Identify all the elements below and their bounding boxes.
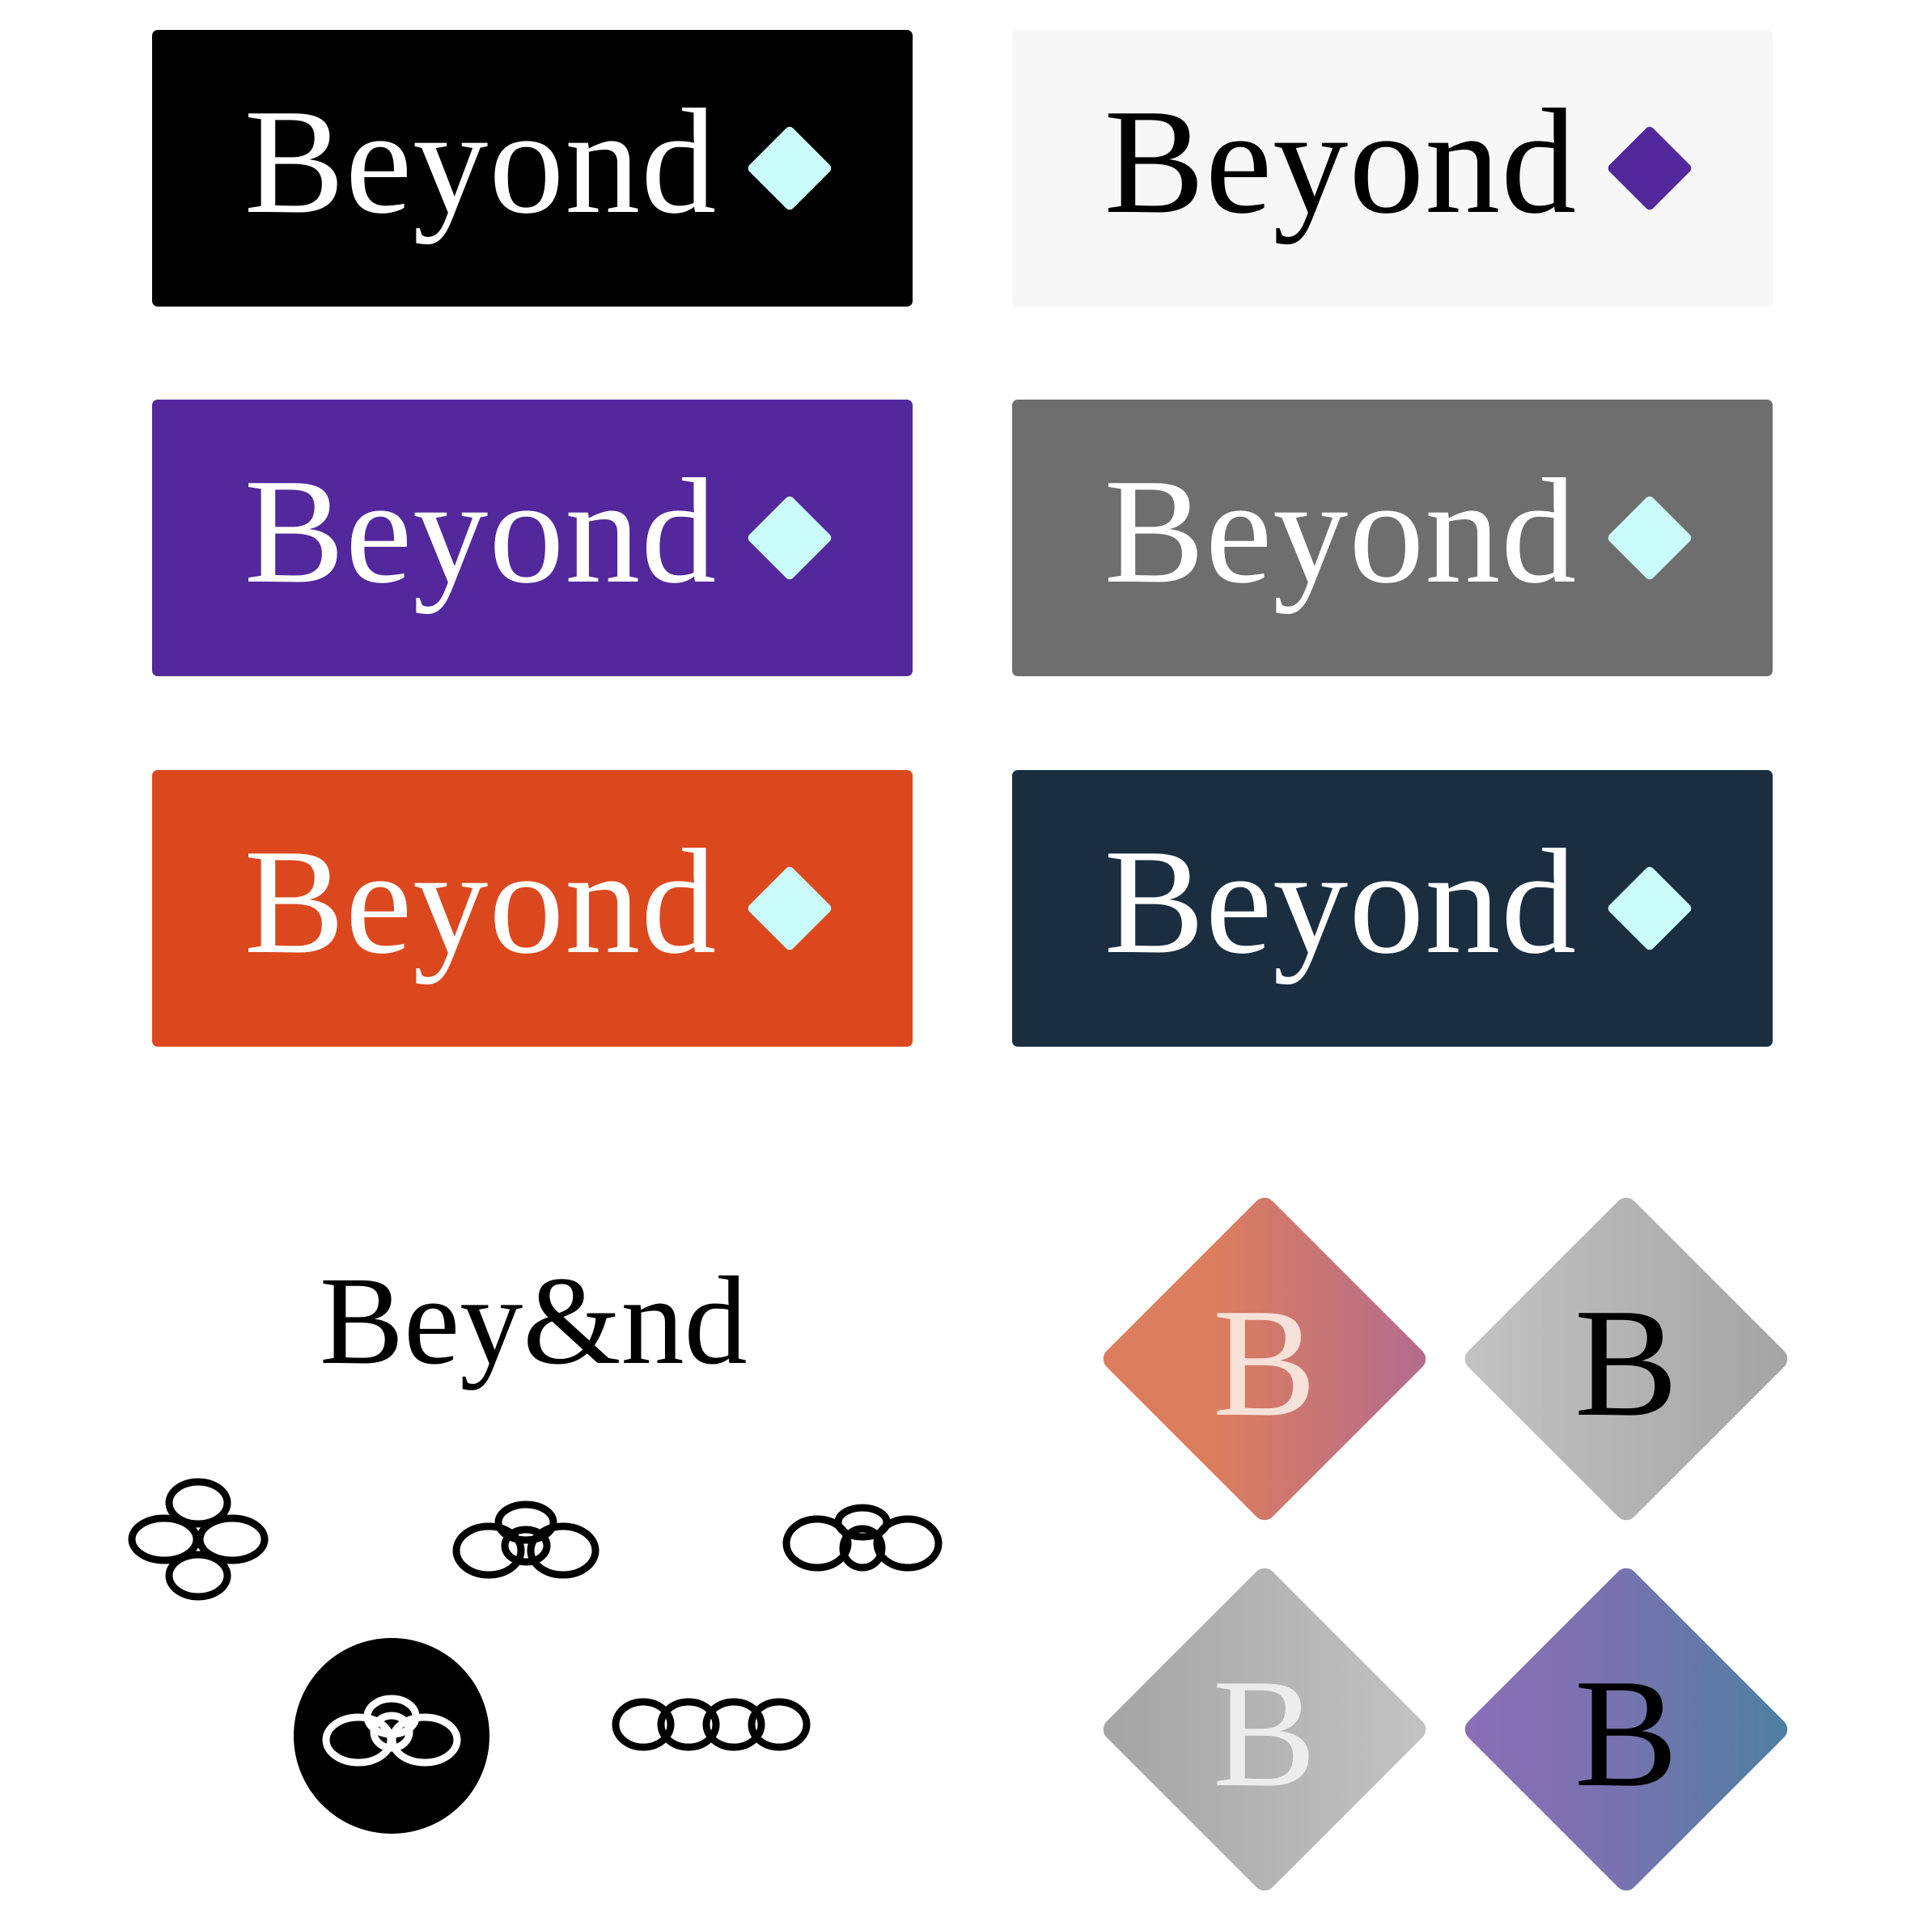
loop-mark-icon [611,1688,813,1761]
wordmark-text: Beyond [244,827,718,977]
monogram-letter: B [1180,1278,1349,1448]
diamond-icon [1607,494,1693,581]
loop-wordmark-text: Bey&nd [320,1251,748,1390]
wordmark-text: Beyond [244,456,718,607]
loop-mark-icon [451,1494,600,1589]
wordmark-card-purple: Beyond [152,400,913,676]
wordmark-text: Beyond [244,87,718,237]
diamond-icon [747,125,833,211]
wordmark-card-navy: Beyond [1012,770,1773,1047]
monogram-letter: B [1541,1278,1711,1448]
wordmark-card-black: Beyond [152,30,913,307]
monogram-letter: B [1180,1648,1349,1818]
loop-mark-icon [294,1638,489,1834]
diamond-icon [1607,865,1693,951]
diamond-icon [1607,125,1693,211]
wordmark-text: Beyond [1104,456,1578,607]
wordmark-card-orange: Beyond [152,770,913,1047]
wordmark-text: Beyond [1104,827,1578,977]
diamond-icon [747,494,833,581]
wordmark-text: Beyond [1104,87,1578,237]
monogram-letter: B [1541,1648,1711,1818]
loop-mark-icon [782,1501,943,1579]
loop-mark-icon [125,1475,271,1604]
wordmark-card-light: Beyond [1012,30,1773,307]
wordmark-card-gray: Beyond [1012,400,1773,676]
loop-wordmark: Bey&nd [320,1258,748,1384]
diamond-icon [747,865,833,951]
